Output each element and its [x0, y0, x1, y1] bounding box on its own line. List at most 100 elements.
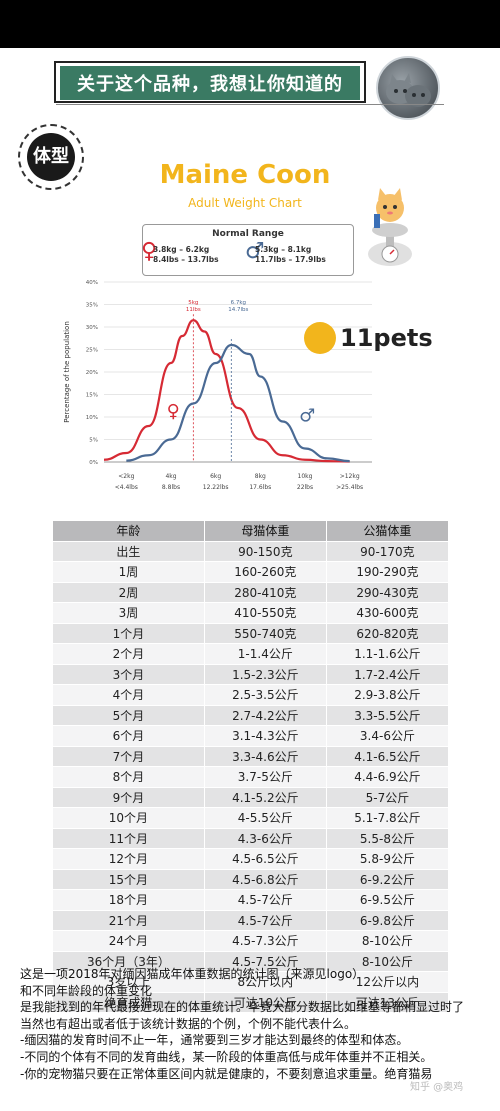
x-tick-label-lbs: 22lbs [297, 484, 313, 491]
header-banner: 关于这个品种，我想让你知道的 [54, 61, 366, 103]
y-tick-label: 30% [86, 325, 98, 331]
male-range-lbs: 11.7lbs – 17.9lbs [255, 255, 326, 264]
cell-age: 11个月 [52, 827, 205, 849]
cell-female-weight: 90-150克 [203, 540, 327, 562]
brand-logo: 11pets [304, 322, 433, 362]
table-row: 15个月 4.5-6.8公斤 6-9.2公斤 [52, 868, 450, 890]
y-tick-label: 0% [89, 460, 98, 466]
cell-age: 15个月 [52, 868, 205, 890]
section-badge: 体型 [18, 124, 84, 190]
table-row: 出生 90-150克 90-170克 [52, 540, 450, 562]
caption-line: -缅因猫的发育时间不止一年，通常要到三岁才能达到最终的体型和体态。 [20, 1033, 409, 1048]
cell-male-weight: 1.1-1.6公斤 [325, 643, 450, 665]
cell-male-weight: 4.1-6.5公斤 [325, 745, 450, 767]
cell-male-weight: 12公斤以内 [325, 971, 450, 993]
table-row: 绝育成猫 可达10公斤 可达13公斤 [52, 991, 450, 1013]
cell-age: 12个月 [52, 848, 205, 870]
x-tick-label-lbs: 17.6lbs [249, 484, 271, 491]
cell-age: 3个月 [52, 663, 205, 685]
y-tick-label: 40% [86, 280, 98, 286]
y-tick-label: 20% [86, 370, 98, 376]
cell-age: 18个月 [52, 889, 205, 911]
table-row: 21个月 4.5-7公斤 6-9.8公斤 [52, 909, 450, 931]
y-tick-label: 10% [86, 415, 98, 421]
caption-line: 是我能找到的年代最接近现在的体重统计。毕竟大部分数据比如维基等都稍显过时了 [20, 1000, 465, 1015]
table-row: 5个月 2.7-4.2公斤 3.3-5.5公斤 [52, 704, 450, 726]
cell-age: 36个月（3年） [52, 950, 205, 972]
cell-female-weight: 280-410克 [203, 581, 327, 603]
table-row: 18个月 4.5-7公斤 6-9.5公斤 [52, 889, 450, 911]
cell-male-weight: 3.4-6公斤 [325, 725, 450, 747]
male-symbol-icon: ♂ [245, 239, 265, 264]
cell-age: 3周 [52, 602, 205, 624]
caption-line: 当然也有超出或者低于该统计数据的个例，个例不能代表什么。 [20, 1016, 357, 1031]
cell-male-weight: 4.4-6.9公斤 [325, 766, 450, 788]
table-row: 7个月 3.3-4.6公斤 4.1-6.5公斤 [52, 745, 450, 767]
brand-name: 11pets [340, 324, 433, 352]
cell-male-weight: 6-9.2公斤 [325, 868, 450, 890]
header-divider [56, 104, 444, 105]
cell-male-weight: 可达13公斤 [325, 991, 450, 1013]
male-range: 5.3kg – 8.1kg 11.7lbs – 17.9lbs [255, 245, 326, 265]
cell-female-weight: 4.5-6.5公斤 [203, 848, 327, 870]
cell-age: 9个月 [52, 786, 205, 808]
cell-age: 5个月 [52, 704, 205, 726]
table-row: 2周 280-410克 290-430克 [52, 581, 450, 603]
section-label: 体型 [27, 133, 75, 181]
normal-range-legend: Normal Range ♀ 3.8kg – 6.2kg 8.4lbs – 13… [141, 224, 354, 276]
table-row: 4个月 2.5-3.5公斤 2.9-3.8公斤 [52, 684, 450, 706]
cell-female-weight: 8公斤以内 [203, 971, 327, 993]
kitten-image-icon [386, 73, 431, 107]
header-female-weight: 母猫体重 [203, 520, 327, 542]
caption-line: -你的宠物猫只要在正常体重区间内就是健康的，不要刻意追求重量。绝育猫易 [20, 1066, 433, 1081]
cell-age: 1周 [52, 561, 205, 583]
peak-label-kg-female: 5kg [188, 300, 198, 306]
cell-female-weight: 410-550克 [203, 602, 327, 624]
female-range-lbs: 8.4lbs – 13.7lbs [153, 255, 219, 264]
cell-age: 7个月 [52, 745, 205, 767]
cell-male-weight: 1.7-2.4公斤 [325, 663, 450, 685]
y-tick-label: 35% [86, 303, 98, 309]
peak-label-lbs-female: 11lbs [186, 307, 201, 313]
table-row: 1个月 550-740克 620-820克 [52, 622, 450, 644]
cell-male-weight: 6-9.5公斤 [325, 889, 450, 911]
x-tick-label-lbs: 12.22lbs [203, 484, 229, 491]
top-black-bar [0, 0, 500, 48]
x-tick-label-kg: 4kg [165, 473, 176, 480]
cell-age: 1个月 [52, 622, 205, 644]
table-row: 9个月 4.1-5.2公斤 5-7公斤 [52, 786, 450, 808]
cell-female-weight: 3.3-4.6公斤 [203, 745, 327, 767]
cell-male-weight: 430-600克 [325, 602, 450, 624]
table-row: 3个月 1.5-2.3公斤 1.7-2.4公斤 [52, 663, 450, 685]
cell-female-weight: 4.5-7公斤 [203, 889, 327, 911]
male-curve-symbol-icon: ♂ [299, 406, 315, 427]
x-tick-label-kg: 6kg [210, 473, 221, 480]
peak-label-lbs-male: 14.7lbs [228, 307, 248, 313]
caption-line: 这是一项2018年对缅因猫成年体重数据的统计图（来源见logo） [20, 967, 365, 981]
x-tick-label-lbs: <4.4lbs [115, 484, 138, 491]
x-tick-label-lbs: 8.8lbs [162, 484, 180, 491]
x-tick-label-kg: 10kg [298, 473, 313, 480]
cell-male-weight: 2.9-3.8公斤 [325, 684, 450, 706]
cell-age: 8个月 [52, 766, 205, 788]
caption-line: 和不同年龄段的体重变化 [20, 983, 153, 998]
cell-age: 2周 [52, 581, 205, 603]
cell-age: 4个月 [52, 684, 205, 706]
chart-subtitle: Adult Weight Chart [188, 196, 302, 210]
cell-female-weight: 4.5-7.3公斤 [203, 930, 327, 952]
table-row: 8个月 3.7-5公斤 4.4-6.9公斤 [52, 766, 450, 788]
table-row: 10个月 4-5.5公斤 5.1-7.8公斤 [52, 807, 450, 829]
peak-label-kg-male: 6.7kg [231, 300, 246, 306]
cell-male-weight: 8-10公斤 [325, 930, 450, 952]
cat-photo [376, 56, 440, 120]
cell-female-weight: 1.5-2.3公斤 [203, 663, 327, 685]
cell-female-weight: 4.1-5.2公斤 [203, 786, 327, 808]
cell-male-weight: 190-290克 [325, 561, 450, 583]
cell-age: 3岁以上 [52, 971, 205, 993]
cell-male-weight: 5.8-9公斤 [325, 848, 450, 870]
male-range-kg: 5.3kg – 8.1kg [255, 245, 312, 254]
y-axis-label: Percentage of the population [63, 321, 71, 423]
cell-female-weight: 4.5-7公斤 [203, 909, 327, 931]
cell-female-weight: 2.7-4.2公斤 [203, 704, 327, 726]
cell-female-weight: 4.5-6.8公斤 [203, 868, 327, 890]
